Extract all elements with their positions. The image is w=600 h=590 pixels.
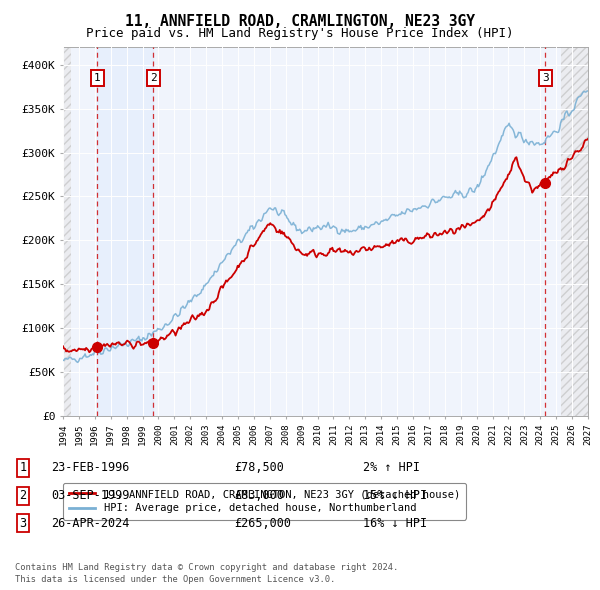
Text: 16% ↓ HPI: 16% ↓ HPI (363, 517, 427, 530)
Text: £78,500: £78,500 (234, 461, 284, 474)
Text: £83,000: £83,000 (234, 489, 284, 502)
Text: 2: 2 (19, 489, 26, 502)
Text: 11, ANNFIELD ROAD, CRAMLINGTON, NE23 3GY: 11, ANNFIELD ROAD, CRAMLINGTON, NE23 3GY (125, 14, 475, 29)
Text: Price paid vs. HM Land Registry's House Price Index (HPI): Price paid vs. HM Land Registry's House … (86, 27, 514, 40)
Legend: 11, ANNFIELD ROAD, CRAMLINGTON, NE23 3GY (detached house), HPI: Average price, d: 11, ANNFIELD ROAD, CRAMLINGTON, NE23 3GY… (63, 483, 466, 520)
Text: 03-SEP-1999: 03-SEP-1999 (51, 489, 130, 502)
Text: 26-APR-2024: 26-APR-2024 (51, 517, 130, 530)
Bar (63, 38, 71, 416)
Text: £265,000: £265,000 (234, 517, 291, 530)
Text: 1: 1 (19, 461, 26, 474)
Text: 23-FEB-1996: 23-FEB-1996 (51, 461, 130, 474)
Text: 3: 3 (19, 517, 26, 530)
Text: Contains HM Land Registry data © Crown copyright and database right 2024.
This d: Contains HM Land Registry data © Crown c… (15, 563, 398, 584)
Text: 2% ↑ HPI: 2% ↑ HPI (363, 461, 420, 474)
Text: 1: 1 (94, 73, 100, 83)
Text: 2: 2 (150, 73, 157, 83)
Bar (97, 47, 153, 416)
Text: 15% ↓ HPI: 15% ↓ HPI (363, 489, 427, 502)
Text: 3: 3 (542, 73, 549, 83)
Bar (561, 38, 593, 416)
